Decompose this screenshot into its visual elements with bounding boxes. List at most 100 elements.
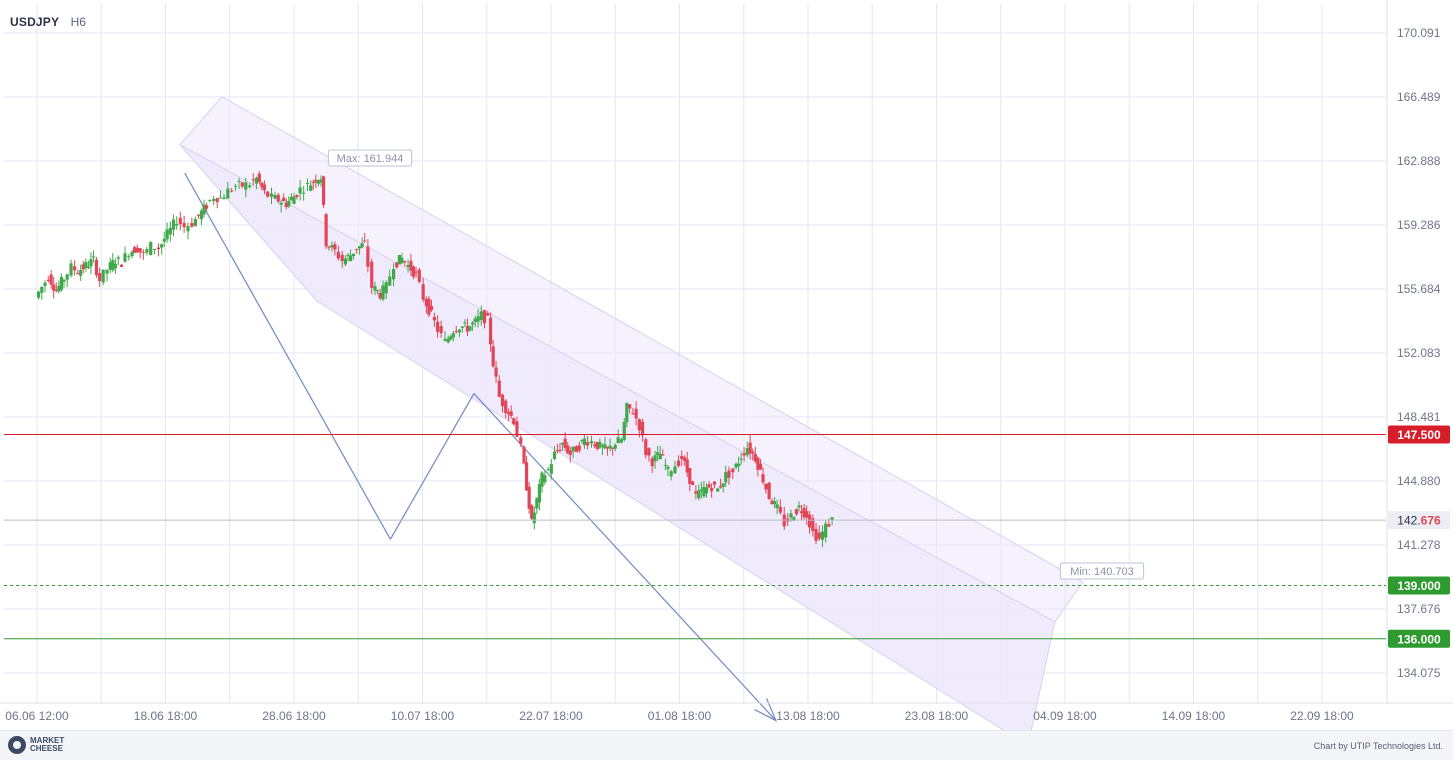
candle-down [758, 463, 763, 470]
candle-down [251, 179, 255, 181]
candle-up [669, 471, 673, 477]
max-price-tag-box [327, 149, 413, 167]
candle-down [558, 449, 562, 451]
candle-down [727, 470, 731, 478]
candle-down [417, 269, 421, 282]
candle-down [98, 273, 102, 281]
candle-up [476, 316, 480, 322]
candle-up [69, 263, 73, 276]
candle-down [522, 446, 526, 464]
candle-down [530, 505, 534, 519]
candle-up [130, 251, 134, 257]
candle-down [54, 289, 58, 292]
candle-up [165, 229, 169, 240]
candle-down [661, 454, 665, 456]
candle-down [827, 524, 831, 527]
candle-down [156, 247, 161, 250]
candle-up [663, 465, 667, 467]
candle-down [764, 483, 768, 490]
candle-down [685, 459, 689, 473]
candle-up [43, 282, 47, 286]
candle-up [289, 196, 294, 201]
candle-up [716, 488, 720, 492]
y-tick-label: 155.684 [1397, 282, 1441, 296]
candle-down [72, 266, 77, 271]
y-tick-label: 144.880 [1397, 474, 1441, 488]
candle-up [468, 326, 472, 331]
max-price-tag-text: Max: 161.944 [337, 153, 404, 165]
candle-down [563, 438, 567, 448]
candle-up [699, 489, 703, 491]
candle-down [778, 506, 782, 513]
candle-up [287, 200, 291, 207]
x-tick-label: 06.06 12:00 [5, 709, 69, 723]
candle-down [761, 474, 765, 483]
candle-down [640, 421, 645, 436]
candle-down [119, 264, 124, 268]
chart-header: USDJPY H6 [10, 15, 86, 29]
candle-up [772, 501, 777, 505]
candle-up [79, 270, 83, 276]
candle-down [49, 274, 53, 285]
candle-up [330, 245, 334, 248]
min-price-tag-box [1059, 562, 1145, 580]
candle-down [333, 244, 337, 250]
candle-up [775, 504, 779, 509]
level-price-label: 139.000 [1397, 579, 1441, 593]
x-tick-label: 01.08 18:00 [648, 709, 712, 723]
candle-up [108, 262, 112, 270]
current-price-dec: 676 [1421, 514, 1441, 528]
candle-up [658, 453, 662, 460]
candle-down [432, 317, 436, 321]
candle-up [254, 177, 259, 184]
candle-up [193, 219, 197, 227]
timeframe-label: H6 [70, 15, 86, 29]
candle-up [105, 269, 109, 274]
candle-down [814, 529, 818, 541]
candle-down [340, 254, 344, 262]
candle-up [222, 197, 226, 200]
candle-down [282, 197, 286, 202]
candle-up [824, 523, 828, 538]
x-tick-label: 18.06 18:00 [134, 709, 198, 723]
x-tick-label: 13.08 18:00 [776, 709, 840, 723]
min-price-tag-text: Min: 140.703 [1070, 566, 1134, 578]
candle-down [647, 448, 651, 456]
candle-down [215, 198, 219, 203]
candle-down [491, 346, 495, 367]
candle-up [830, 517, 834, 521]
candle-up [820, 531, 825, 540]
candle-up [473, 318, 477, 322]
x-tick-label: 22.07 18:00 [519, 709, 583, 723]
candle-up [600, 445, 604, 448]
candle-down [424, 298, 428, 307]
candle-up [625, 403, 629, 423]
candle-up [724, 472, 728, 483]
candle-up [608, 445, 612, 449]
candle-up [273, 195, 277, 199]
candle-down [712, 481, 717, 485]
candle-down [494, 367, 498, 377]
candle-up [202, 204, 206, 215]
candle-down [486, 312, 490, 316]
candle-down [742, 453, 746, 456]
candle-down [141, 251, 145, 253]
current-price-label: 142.676 [1397, 514, 1441, 528]
level-price-label: 147.500 [1397, 428, 1441, 442]
candle-up [603, 444, 607, 449]
price-chart[interactable]: 147.500 139.000 136.000 142.676 Max: 161.944… [0, 0, 1453, 730]
x-tick-label: 04.09 18:00 [1033, 709, 1097, 723]
candle-down [605, 447, 610, 449]
min-price-tag: Min: 140.703 [1059, 562, 1145, 580]
candle-down [577, 445, 581, 451]
candle-down [178, 217, 182, 225]
candle-down [628, 404, 632, 409]
candle-down [205, 205, 209, 209]
candle-down [566, 445, 570, 454]
candle-up [89, 259, 93, 267]
candle-down [489, 317, 493, 345]
y-tick-label: 152.083 [1397, 346, 1441, 360]
candle-down [811, 518, 815, 531]
candle-down [731, 468, 735, 473]
candle-up [208, 200, 212, 202]
